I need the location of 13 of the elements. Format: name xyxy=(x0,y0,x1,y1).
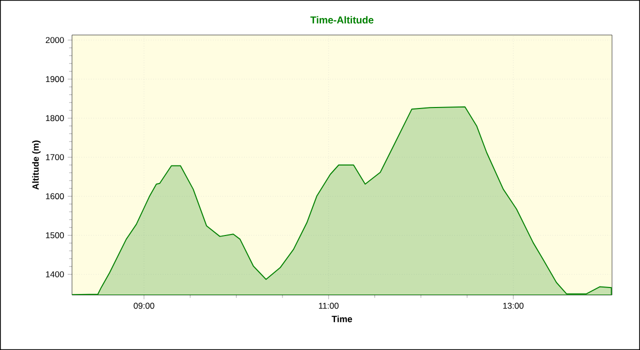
y-tick-label: 1900 xyxy=(46,76,64,82)
x-axis-title: Time xyxy=(332,316,352,322)
y-tick-label: 1800 xyxy=(46,115,64,122)
y-tick-label: 1600 xyxy=(46,193,64,200)
chart-title: Time-Altitude xyxy=(310,16,374,24)
x-tick-label: 11:00 xyxy=(318,302,339,309)
y-tick-label: 1500 xyxy=(46,232,64,238)
x-tick-label: 09:00 xyxy=(134,302,154,309)
x-tick-label: 13:00 xyxy=(503,302,524,309)
y-tick-label: 1700 xyxy=(46,154,64,160)
y-tick-label: 2000 xyxy=(46,37,64,44)
y-tick-label: 1400 xyxy=(46,271,64,278)
y-axis-title: Altitude (m) xyxy=(32,140,41,190)
